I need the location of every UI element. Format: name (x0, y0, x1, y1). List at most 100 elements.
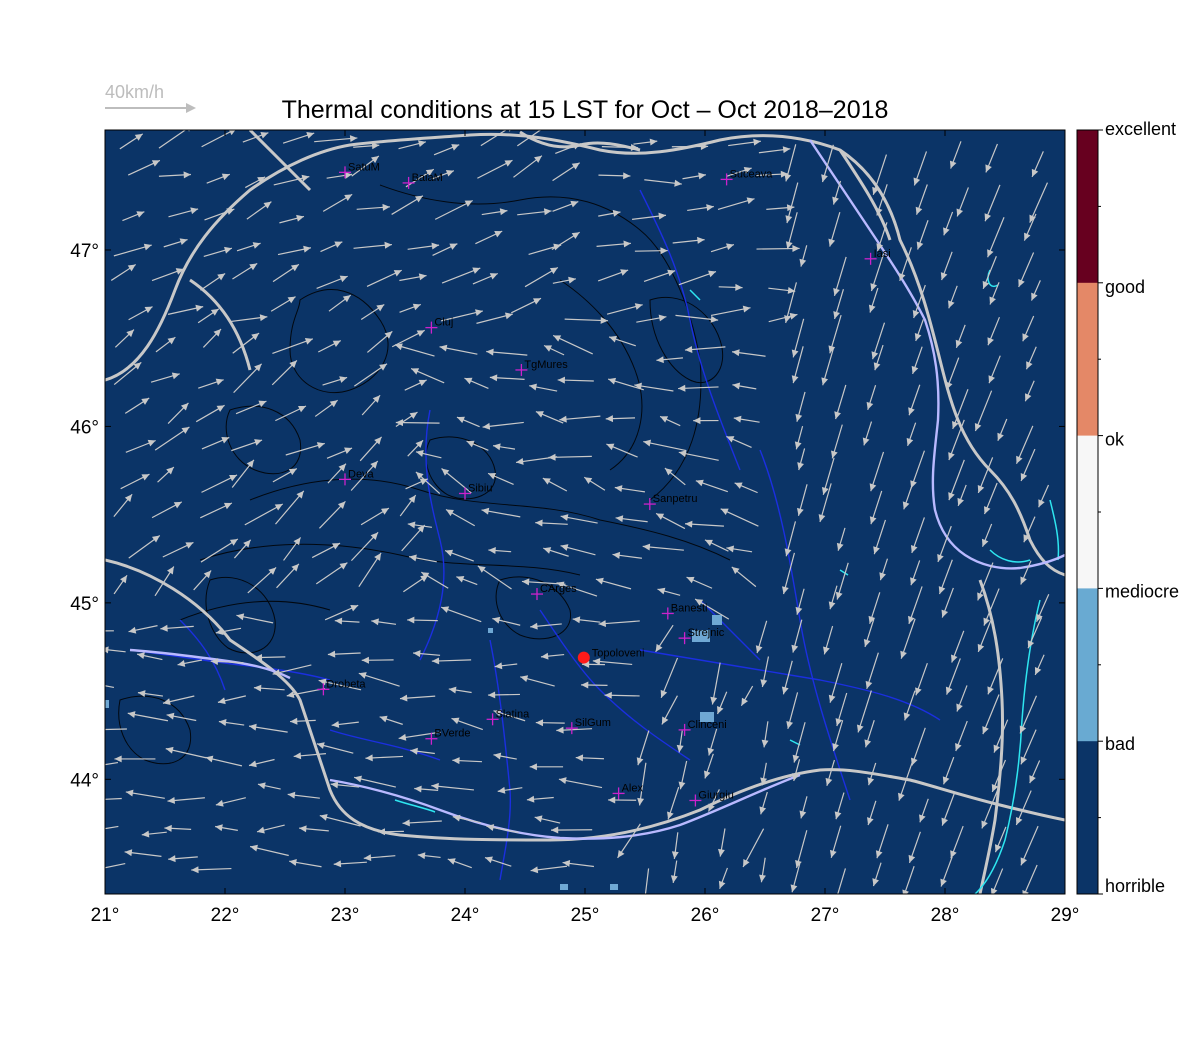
wind-arrow (581, 681, 608, 689)
colorbar-label-bad: bad (1105, 734, 1135, 754)
wind-arrow (391, 329, 425, 348)
wind-arrow (867, 762, 877, 786)
colorbar-label-excellent: excellent (1105, 119, 1176, 139)
wind-arrow (636, 730, 650, 766)
wind-arrow (157, 466, 175, 483)
wind-arrow (556, 581, 598, 597)
wind-arrow (598, 209, 621, 217)
wind-arrow (415, 450, 442, 459)
wind-arrow (299, 825, 329, 833)
wind-arrow (956, 685, 968, 712)
wind-arrow (548, 453, 592, 461)
wind-arrow (952, 389, 969, 430)
wind-arrow (395, 419, 440, 427)
wind-arrow (948, 419, 965, 461)
city-label: Sanpetru (653, 493, 698, 505)
wind-arrow (333, 860, 367, 868)
wind-arrow (718, 867, 728, 889)
wind-arrow (290, 717, 316, 725)
wind-arrow (660, 657, 679, 699)
wind-arrow (913, 151, 928, 186)
wind-arrow (740, 685, 754, 706)
wind-arrow (399, 694, 436, 702)
wind-arrow (759, 857, 766, 883)
wind-arrow (244, 176, 266, 189)
wind-arrow (120, 473, 150, 490)
wind-arrow (555, 142, 581, 154)
wind-arrow (821, 144, 834, 183)
wind-arrow (560, 544, 596, 556)
wind-arrow (876, 222, 888, 252)
wind-arrow (676, 730, 684, 753)
wind-arrow (604, 691, 640, 699)
wind-arrow (128, 306, 153, 321)
wind-arrow (791, 318, 805, 358)
wind-arrow (1015, 790, 1032, 826)
wind-arrow (797, 484, 808, 516)
wind-arrow (351, 155, 380, 177)
wind-arrow (356, 203, 390, 211)
wind-arrow (217, 695, 246, 705)
wind-arrow (137, 690, 164, 698)
wind-arrow (529, 763, 564, 771)
city-drobeta: Drobeta (317, 678, 366, 696)
wind-arrow (1020, 448, 1036, 482)
wind-arrow (166, 712, 197, 722)
city-suceava: Suceava (720, 168, 773, 186)
wind-arrow (758, 146, 791, 154)
x-tick-label: 22° (211, 905, 240, 926)
city-baiam: BaiaM (402, 172, 443, 189)
wind-arrow (1023, 516, 1036, 543)
wind-arrow (206, 173, 231, 184)
wind-arrow (151, 268, 184, 282)
wind-arrow (248, 758, 275, 768)
wind-arrow (956, 187, 969, 217)
wind-arrow (872, 862, 882, 887)
wind-arrow (236, 242, 261, 252)
wind-arrow (484, 856, 512, 867)
wind-arrow (575, 754, 604, 762)
wind-arrow (870, 250, 886, 292)
wind-arrow (916, 220, 929, 250)
wind-arrow (865, 652, 879, 690)
wind-arrow (733, 415, 760, 423)
wind-arrow (275, 405, 307, 422)
colorbar-segment-good (1077, 282, 1098, 437)
wind-arrow (794, 425, 804, 450)
wind-arrow (825, 759, 835, 786)
wind-arrow (242, 131, 269, 143)
wind-arrow (231, 439, 263, 452)
colorbar-label-ok: ok (1105, 430, 1125, 450)
city-label: Strejnic (688, 627, 725, 639)
wind-arrow (695, 479, 729, 493)
wind-arrow (257, 782, 281, 790)
wind-arrow (941, 792, 956, 826)
wind-arrow (128, 534, 161, 559)
wind-arrow (726, 166, 752, 177)
wind-arrow (671, 832, 679, 859)
wind-arrow (830, 424, 843, 459)
wind-arrow (659, 415, 681, 427)
wind-arrow (476, 312, 513, 324)
city-label: Iasi (874, 248, 891, 260)
wind-arrow (595, 577, 632, 590)
wind-arrow (559, 415, 601, 423)
wind-arrow (440, 606, 482, 623)
wind-arrow (472, 272, 498, 285)
wind-arrow (402, 819, 442, 827)
wind-arrow (731, 349, 766, 357)
wind-arrow (136, 652, 163, 661)
wind-arrow (1029, 182, 1049, 223)
wind-arrow (898, 247, 912, 282)
wind-arrow (535, 411, 564, 424)
wind-arrow (835, 692, 848, 727)
wind-arrow (326, 171, 353, 179)
wind-arrow (1027, 617, 1043, 649)
wind-arrow (201, 130, 236, 148)
wind-arrow (404, 379, 427, 391)
wind-arrow (198, 378, 224, 389)
wind-arrow (583, 476, 606, 491)
wind-arrow (492, 616, 521, 626)
wind-arrow (908, 586, 923, 625)
wind-arrow (687, 204, 714, 212)
